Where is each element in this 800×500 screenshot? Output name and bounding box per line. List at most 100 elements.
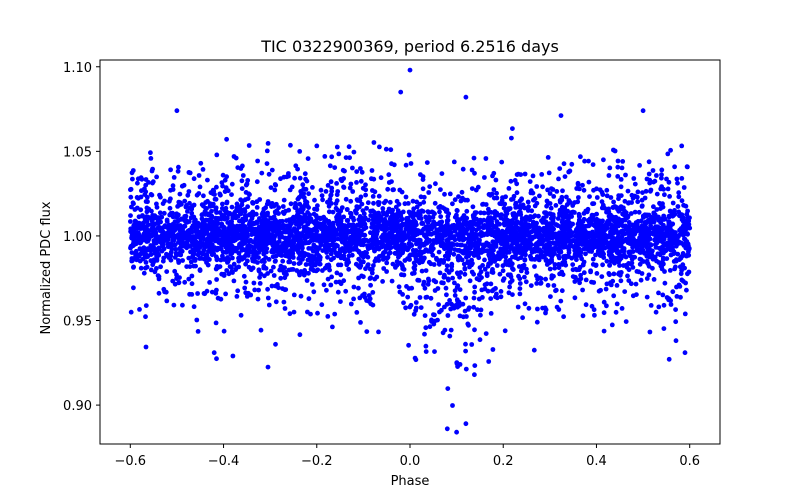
data-point bbox=[306, 191, 311, 197]
data-point bbox=[219, 237, 225, 243]
data-point bbox=[479, 287, 485, 293]
data-point bbox=[528, 246, 533, 252]
data-point bbox=[421, 282, 426, 288]
data-point bbox=[607, 233, 613, 239]
data-point bbox=[296, 250, 301, 255]
data-point bbox=[561, 243, 567, 249]
data-point bbox=[167, 198, 172, 204]
data-point bbox=[544, 237, 549, 243]
data-point bbox=[526, 305, 532, 311]
data-point bbox=[478, 269, 484, 275]
data-point bbox=[431, 219, 437, 225]
data-point bbox=[145, 199, 150, 205]
data-point bbox=[254, 235, 260, 240]
data-point bbox=[677, 264, 683, 270]
data-point bbox=[437, 309, 442, 315]
data-point bbox=[615, 158, 621, 164]
data-point bbox=[218, 257, 224, 263]
data-point bbox=[160, 201, 166, 207]
data-point bbox=[271, 229, 276, 234]
data-point bbox=[455, 220, 461, 226]
data-point bbox=[249, 228, 255, 233]
data-point bbox=[425, 224, 431, 230]
data-point bbox=[424, 160, 430, 166]
data-point bbox=[652, 216, 657, 222]
data-point bbox=[356, 227, 361, 233]
data-point bbox=[552, 265, 558, 271]
data-point bbox=[676, 194, 682, 200]
data-point bbox=[419, 268, 425, 274]
data-point bbox=[299, 231, 305, 236]
data-point bbox=[441, 227, 446, 233]
data-point bbox=[525, 222, 531, 228]
data-point bbox=[135, 230, 141, 236]
data-point bbox=[396, 284, 402, 290]
data-point bbox=[177, 227, 183, 233]
data-point bbox=[170, 278, 176, 284]
data-point bbox=[674, 176, 680, 182]
data-point bbox=[317, 222, 323, 228]
data-point bbox=[199, 212, 205, 218]
data-point bbox=[648, 187, 654, 193]
data-point bbox=[423, 268, 429, 273]
data-point bbox=[480, 246, 486, 252]
data-point bbox=[452, 293, 458, 298]
data-point bbox=[530, 228, 536, 234]
data-point bbox=[601, 157, 606, 163]
data-point bbox=[320, 268, 325, 273]
data-point bbox=[144, 209, 150, 215]
data-point bbox=[587, 194, 592, 200]
data-point bbox=[557, 245, 562, 251]
data-point bbox=[622, 208, 627, 214]
data-point bbox=[508, 261, 514, 267]
data-point bbox=[308, 311, 313, 317]
data-point bbox=[510, 218, 515, 223]
data-point bbox=[445, 276, 451, 282]
data-point bbox=[444, 230, 450, 236]
data-point bbox=[346, 266, 352, 272]
data-point bbox=[564, 194, 569, 200]
data-point bbox=[297, 243, 303, 249]
data-point bbox=[485, 210, 491, 216]
data-point bbox=[213, 320, 219, 326]
data-point bbox=[218, 215, 224, 221]
data-point bbox=[271, 233, 277, 239]
data-point bbox=[631, 223, 637, 229]
data-point bbox=[164, 233, 169, 239]
data-point bbox=[350, 215, 356, 221]
data-point bbox=[197, 256, 203, 261]
data-point bbox=[471, 304, 477, 310]
data-point bbox=[231, 230, 237, 236]
data-point bbox=[659, 263, 665, 269]
data-point bbox=[347, 240, 353, 246]
data-point bbox=[681, 219, 686, 225]
data-point bbox=[188, 259, 194, 265]
data-point bbox=[154, 233, 160, 239]
data-point bbox=[174, 276, 180, 281]
data-point bbox=[291, 214, 296, 220]
data-point bbox=[152, 221, 158, 227]
data-point bbox=[488, 311, 494, 316]
data-point bbox=[381, 250, 386, 256]
data-point bbox=[578, 272, 583, 278]
data-point bbox=[554, 222, 560, 228]
data-point bbox=[455, 283, 461, 289]
data-point bbox=[164, 269, 170, 274]
data-point bbox=[532, 203, 538, 209]
data-point bbox=[447, 191, 453, 197]
data-point bbox=[491, 187, 497, 193]
data-point bbox=[525, 199, 531, 205]
data-point bbox=[524, 266, 529, 272]
data-point bbox=[131, 265, 136, 270]
data-point bbox=[644, 219, 649, 225]
data-point bbox=[314, 143, 320, 149]
data-point bbox=[236, 264, 242, 270]
data-point bbox=[432, 349, 437, 354]
data-point bbox=[198, 244, 203, 250]
data-point bbox=[406, 152, 412, 158]
data-point bbox=[650, 168, 656, 173]
data-point bbox=[265, 141, 271, 146]
data-point bbox=[646, 228, 652, 234]
data-point bbox=[508, 178, 514, 184]
data-point bbox=[596, 238, 602, 244]
